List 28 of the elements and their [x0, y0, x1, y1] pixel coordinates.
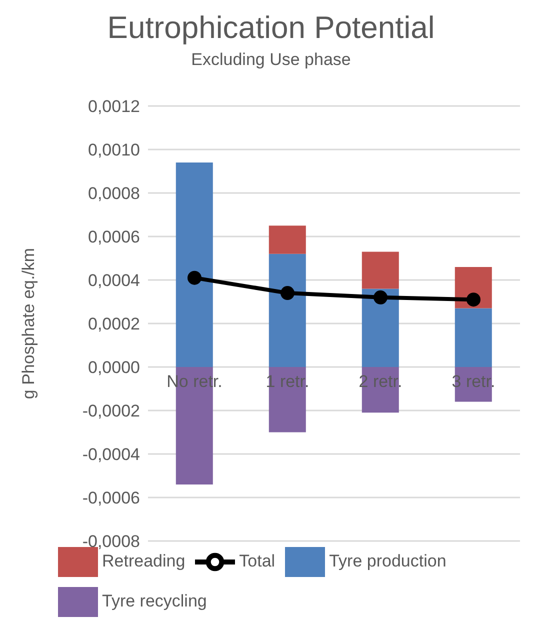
- legend-label: Retreading: [102, 551, 186, 570]
- bar: [454, 308, 492, 367]
- legend-label: Total: [239, 551, 276, 570]
- bar: [268, 226, 306, 254]
- legend-label: Tyre recycling: [102, 591, 207, 610]
- y-tick-label: -0,0004: [82, 445, 140, 464]
- y-tick-label: 0,0006: [88, 228, 140, 247]
- bar: [362, 288, 399, 367]
- point: [188, 270, 202, 285]
- bar: [362, 252, 399, 289]
- y-tick-label: -0,0008: [82, 532, 140, 552]
- point: [280, 286, 294, 300]
- point: [466, 292, 480, 307]
- y-tick-label: 0,0010: [88, 140, 140, 160]
- bar: [268, 254, 306, 367]
- legend-label: Tyre production: [329, 551, 446, 570]
- bar: [176, 162, 213, 367]
- y-tick-label: 0,0000: [88, 358, 140, 378]
- y-axis-title: g Phosphate eq./km: [19, 248, 38, 400]
- y-tick-label: -0,0006: [82, 488, 140, 508]
- y-tick-label: 0,0008: [88, 184, 140, 204]
- y-tick-label: 0,0004: [88, 271, 140, 290]
- y-tick-label: -0,0002: [82, 402, 140, 421]
- y-tick-label: 0,0002: [88, 314, 140, 334]
- chart-title: Eutrophication Potential: [106, 9, 436, 47]
- y-tick-label: 0,0012: [88, 97, 140, 116]
- point: [374, 290, 388, 304]
- chart-subtitle: Excluding Use phase: [190, 49, 352, 71]
